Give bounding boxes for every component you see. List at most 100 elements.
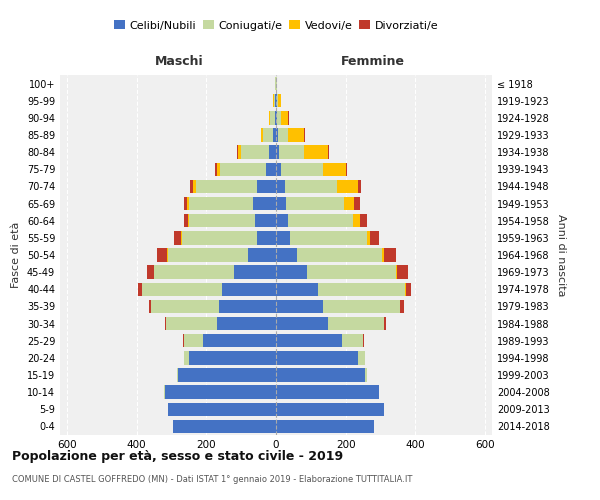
Bar <box>278 94 281 108</box>
Bar <box>178 368 276 382</box>
Bar <box>276 197 286 210</box>
Bar <box>275 111 276 124</box>
Bar <box>406 282 411 296</box>
Bar <box>385 317 386 330</box>
Bar <box>166 317 217 330</box>
Bar <box>280 146 304 159</box>
Bar <box>217 162 220 176</box>
Text: Maschi: Maschi <box>154 55 203 68</box>
Bar <box>328 317 384 330</box>
Bar <box>400 300 404 313</box>
Bar <box>196 180 257 193</box>
Bar <box>323 162 346 176</box>
Bar <box>276 386 379 399</box>
Bar <box>189 197 253 210</box>
Bar <box>168 402 276 416</box>
Bar <box>277 94 278 108</box>
Bar <box>276 146 280 159</box>
Bar <box>328 146 329 159</box>
Bar <box>286 197 344 210</box>
Bar <box>222 282 276 296</box>
Bar <box>184 334 203 347</box>
Bar <box>281 162 323 176</box>
Bar <box>288 128 304 141</box>
Bar <box>271 111 275 124</box>
Bar <box>188 214 189 228</box>
Bar <box>234 266 276 279</box>
Bar <box>288 214 353 228</box>
Bar <box>220 162 266 176</box>
Bar <box>405 282 406 296</box>
Bar <box>297 248 382 262</box>
Bar <box>276 266 307 279</box>
Bar <box>168 248 248 262</box>
Bar <box>193 180 196 193</box>
Bar <box>266 162 276 176</box>
Bar <box>190 180 193 193</box>
Legend: Celibi/Nubili, Coniugati/e, Vedovi/e, Divorziati/e: Celibi/Nubili, Coniugati/e, Vedovi/e, Di… <box>109 16 443 35</box>
Bar <box>218 300 276 313</box>
Bar <box>257 231 276 244</box>
Bar <box>304 128 305 141</box>
Bar <box>358 180 361 193</box>
Bar <box>304 146 328 159</box>
Bar <box>257 180 276 193</box>
Bar <box>182 231 257 244</box>
Bar <box>281 111 288 124</box>
Bar <box>323 300 400 313</box>
Bar <box>157 248 167 262</box>
Text: Popolazione per età, sesso e stato civile - 2019: Popolazione per età, sesso e stato civil… <box>12 450 343 463</box>
Bar <box>276 77 277 90</box>
Bar <box>278 128 288 141</box>
Bar <box>276 94 277 108</box>
Bar <box>290 231 367 244</box>
Bar <box>184 197 187 210</box>
Bar <box>365 368 367 382</box>
Bar <box>173 420 276 433</box>
Bar <box>187 197 189 210</box>
Bar <box>238 146 241 159</box>
Bar <box>184 214 188 228</box>
Bar <box>174 231 181 244</box>
Bar <box>263 128 273 141</box>
Bar <box>184 351 189 364</box>
Bar <box>241 146 269 159</box>
Bar <box>255 214 276 228</box>
Bar <box>248 248 276 262</box>
Bar <box>396 266 397 279</box>
Bar <box>276 402 384 416</box>
Bar <box>367 231 370 244</box>
Bar <box>275 77 276 90</box>
Bar <box>151 300 218 313</box>
Bar <box>370 231 379 244</box>
Bar <box>384 248 396 262</box>
Bar <box>203 334 276 347</box>
Bar <box>237 146 238 159</box>
Bar <box>318 282 405 296</box>
Bar <box>273 94 274 108</box>
Bar <box>217 317 276 330</box>
Bar <box>253 197 276 210</box>
Bar <box>353 214 359 228</box>
Bar <box>276 368 365 382</box>
Bar <box>275 94 276 108</box>
Bar <box>344 197 355 210</box>
Bar <box>358 351 365 364</box>
Bar <box>165 317 166 330</box>
Bar <box>359 214 367 228</box>
Text: COMUNE DI CASTEL GOFFREDO (MN) - Dati ISTAT 1° gennaio 2019 - Elaborazione TUTTI: COMUNE DI CASTEL GOFFREDO (MN) - Dati IS… <box>12 475 412 484</box>
Bar <box>261 128 263 141</box>
Bar <box>274 94 275 108</box>
Y-axis label: Anni di nascita: Anni di nascita <box>556 214 566 296</box>
Bar <box>276 162 281 176</box>
Bar <box>273 128 276 141</box>
Bar <box>346 162 347 176</box>
Bar <box>276 334 342 347</box>
Text: Femmine: Femmine <box>341 55 405 68</box>
Bar <box>215 162 217 176</box>
Bar <box>382 248 384 262</box>
Bar <box>307 266 396 279</box>
Bar <box>167 248 168 262</box>
Bar <box>189 351 276 364</box>
Bar <box>276 214 288 228</box>
